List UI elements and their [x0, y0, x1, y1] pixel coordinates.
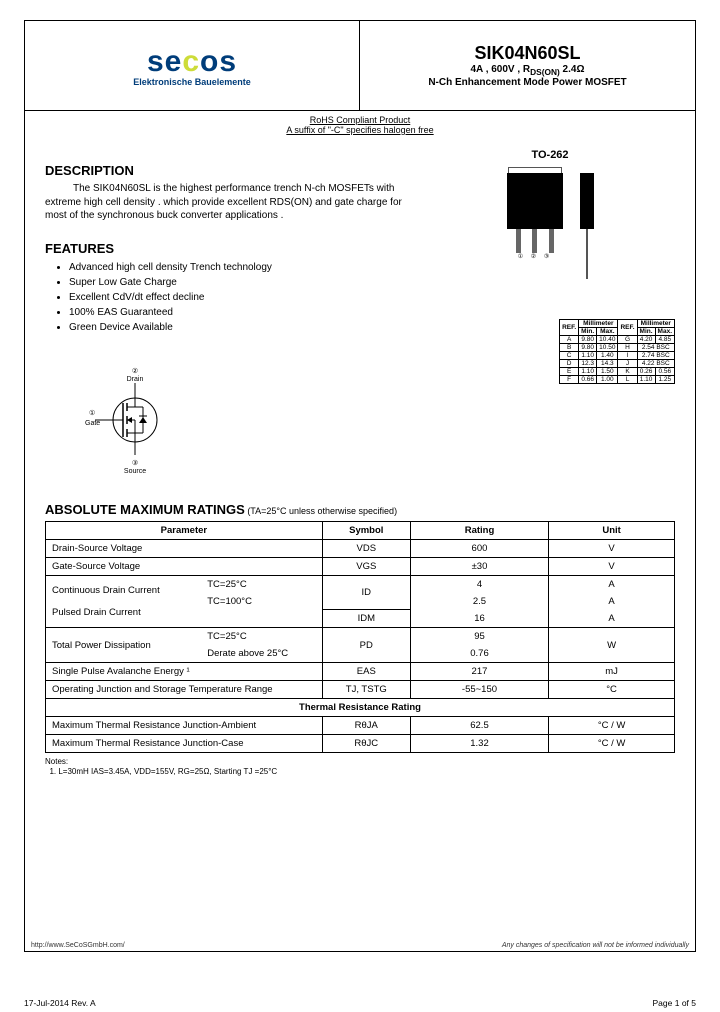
dim-row: F0.661.00L1.101.25 — [560, 376, 675, 384]
rating-row: Gate-Source Voltage VGS ±30 V — [46, 557, 675, 575]
rohs-line1: RoHS Compliant Product — [310, 115, 411, 125]
th-unit: Unit — [549, 521, 675, 539]
dim-header-mm: Millimeter — [637, 320, 674, 328]
package-drawing: ① ② ③ — [425, 167, 675, 279]
dim-row: B9.8010.50H2.54 BSC — [560, 344, 675, 352]
spec1a: 4A , 600V , R — [471, 64, 531, 75]
thermal-row: Maximum Thermal Resistance Junction-Case… — [46, 735, 675, 753]
spec-line-2: N-Ch Enhancement Mode Power MOSFET — [428, 77, 626, 88]
package-side-icon — [578, 167, 596, 279]
dim-header-ref: REF. — [560, 320, 579, 336]
th-param: Parameter — [46, 521, 323, 539]
dim-header-ref: REF. — [618, 320, 637, 336]
mosfet-symbol: ② Drain — [85, 365, 425, 478]
part-number: SIK04N60SL — [474, 43, 580, 64]
thermal-header-row: Thermal Resistance Rating — [46, 699, 675, 717]
page-frame: secos Elektronische Bauelemente SIK04N60… — [24, 20, 696, 952]
page-footer: 17-Jul-2014 Rev. A Page 1 of 5 — [24, 998, 696, 1008]
feature-item: Advanced high cell density Trench techno… — [69, 260, 425, 275]
svg-text:③: ③ — [132, 459, 138, 467]
upper-columns: DESCRIPTION The SIK04N60SL is the highes… — [45, 149, 675, 478]
feature-item: 100% EAS Guaranteed — [69, 305, 425, 320]
footer-page: Page 1 of 5 — [653, 998, 696, 1008]
dim-row: D12.314.3J4.22 BSC — [560, 360, 675, 368]
company-logo: secos — [147, 45, 237, 79]
notes-text: 1. L=30mH IAS=3.45A, VDD=155V, RG=25Ω, S… — [49, 767, 277, 776]
svg-text:②: ② — [132, 367, 138, 375]
rohs-line2: A suffix of "-C" specifies halogen free — [286, 125, 433, 135]
spec1c: 2.4Ω — [560, 64, 585, 75]
th-symbol: Symbol — [322, 521, 410, 539]
package-label: TO-262 — [425, 149, 675, 161]
abs-title-text: ABSOLUTE MAXIMUM RATINGS — [45, 502, 245, 517]
footer-disclaimer: Any changes of specification will not be… — [502, 942, 689, 949]
left-column: DESCRIPTION The SIK04N60SL is the highes… — [45, 149, 425, 478]
spec1b: DS(ON) — [530, 67, 560, 77]
dim-header-min: Min. — [637, 328, 655, 336]
dim-header-max: Max. — [655, 328, 674, 336]
header: secos Elektronische Bauelemente SIK04N60… — [25, 21, 695, 111]
notes: Notes: 1. L=30mH IAS=3.45A, VDD=155V, RG… — [45, 757, 675, 778]
description-title: DESCRIPTION — [45, 163, 425, 178]
svg-text:Gate: Gate — [85, 420, 100, 427]
svg-text:①: ① — [89, 409, 95, 417]
right-column: TO-262 ① ② ③ — [425, 149, 675, 478]
svg-text:Drain: Drain — [127, 376, 144, 383]
rating-row: Drain-Source Voltage VDS 600 V — [46, 539, 675, 557]
feature-item: Excellent CdV/dt effect decline — [69, 290, 425, 305]
footer-date: 17-Jul-2014 Rev. A — [24, 998, 96, 1008]
rating-row: Single Pulse Avalanche Energy ¹ EAS 217 … — [46, 663, 675, 681]
pin-labels: ① ② ③ — [504, 253, 566, 260]
rating-row: Operating Junction and Storage Temperatu… — [46, 681, 675, 699]
dim-row: C1.101.40I2.74 BSC — [560, 352, 675, 360]
svg-text:Source: Source — [124, 468, 146, 475]
th-rating: Rating — [410, 521, 548, 539]
logo-cell: secos Elektronische Bauelemente — [25, 21, 360, 110]
rating-row: Continuous Drain CurrentPulsed Drain Cur… — [46, 575, 675, 593]
logo-text-accent: c — [182, 45, 200, 78]
ratings-table: Parameter Symbol Rating Unit Drain-Sourc… — [45, 521, 675, 754]
content-area: DESCRIPTION The SIK04N60SL is the highes… — [25, 139, 695, 788]
datasheet-page: secos Elektronische Bauelemente SIK04N60… — [0, 0, 720, 1012]
thermal-row: Maximum Thermal Resistance Junction-Ambi… — [46, 717, 675, 735]
notes-label: Notes: — [45, 757, 68, 766]
dim-row: E1.101.50K0.260.56 — [560, 368, 675, 376]
inner-footer: http://www.SeCoSGmbH.com/ Any changes of… — [31, 942, 689, 949]
footer-url: http://www.SeCoSGmbH.com/ — [31, 942, 125, 949]
dim-header-mm: Millimeter — [579, 320, 618, 328]
features-title: FEATURES — [45, 241, 425, 256]
rohs-note: RoHS Compliant Product A suffix of "-C" … — [25, 111, 695, 139]
logo-text-pre: se — [147, 45, 182, 78]
spec-line-1: 4A , 600V , RDS(ON) 2.4Ω — [471, 64, 585, 77]
dim-row: A9.8010.40G4.204.85 — [560, 336, 675, 344]
dim-header-min: Min. — [579, 328, 597, 336]
logo-subtitle: Elektronische Bauelemente — [133, 77, 251, 87]
dim-header-max: Max. — [597, 328, 618, 336]
logo-text-post: os — [200, 45, 237, 78]
abs-ratings-title: ABSOLUTE MAXIMUM RATINGS (TA=25°C unless… — [45, 502, 675, 517]
rating-row: Total Power Dissipation TC=25°C PD 95 W — [46, 628, 675, 646]
feature-item: Green Device Available — [69, 320, 425, 335]
dimension-table: REF. Millimeter REF. Millimeter Min. Max… — [559, 319, 675, 384]
feature-item: Super Low Gate Charge — [69, 275, 425, 290]
description-text: The SIK04N60SL is the highest performanc… — [45, 182, 405, 223]
abs-title-cond: (TA=25°C unless otherwise specified) — [245, 506, 397, 516]
package-front-icon: ① ② ③ — [504, 167, 566, 279]
title-cell: SIK04N60SL 4A , 600V , RDS(ON) 2.4Ω N-Ch… — [360, 21, 695, 110]
mosfet-schematic-icon: ② Drain — [85, 365, 185, 475]
features-list: Advanced high cell density Trench techno… — [69, 260, 425, 335]
